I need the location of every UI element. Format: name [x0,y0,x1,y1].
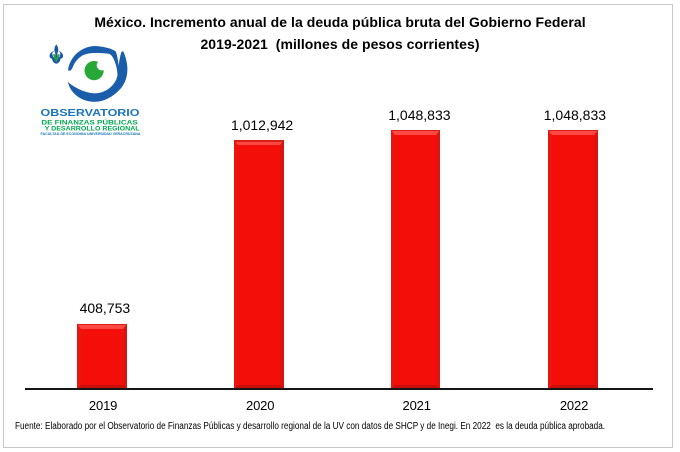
svg-text:FACULTAD DE ECONOMÍA UNIVERSID: FACULTAD DE ECONOMÍA UNIVERSIDAD VERACRU… [41,131,141,136]
svg-text:Y DESARROLLO REGIONAL: Y DESARROLLO REGIONAL [45,125,140,132]
svg-text:DE FINANZAS PÚBLICAS: DE FINANZAS PÚBLICAS [41,117,138,126]
svg-text:OBSERVATORIO: OBSERVATORIO [41,108,140,119]
